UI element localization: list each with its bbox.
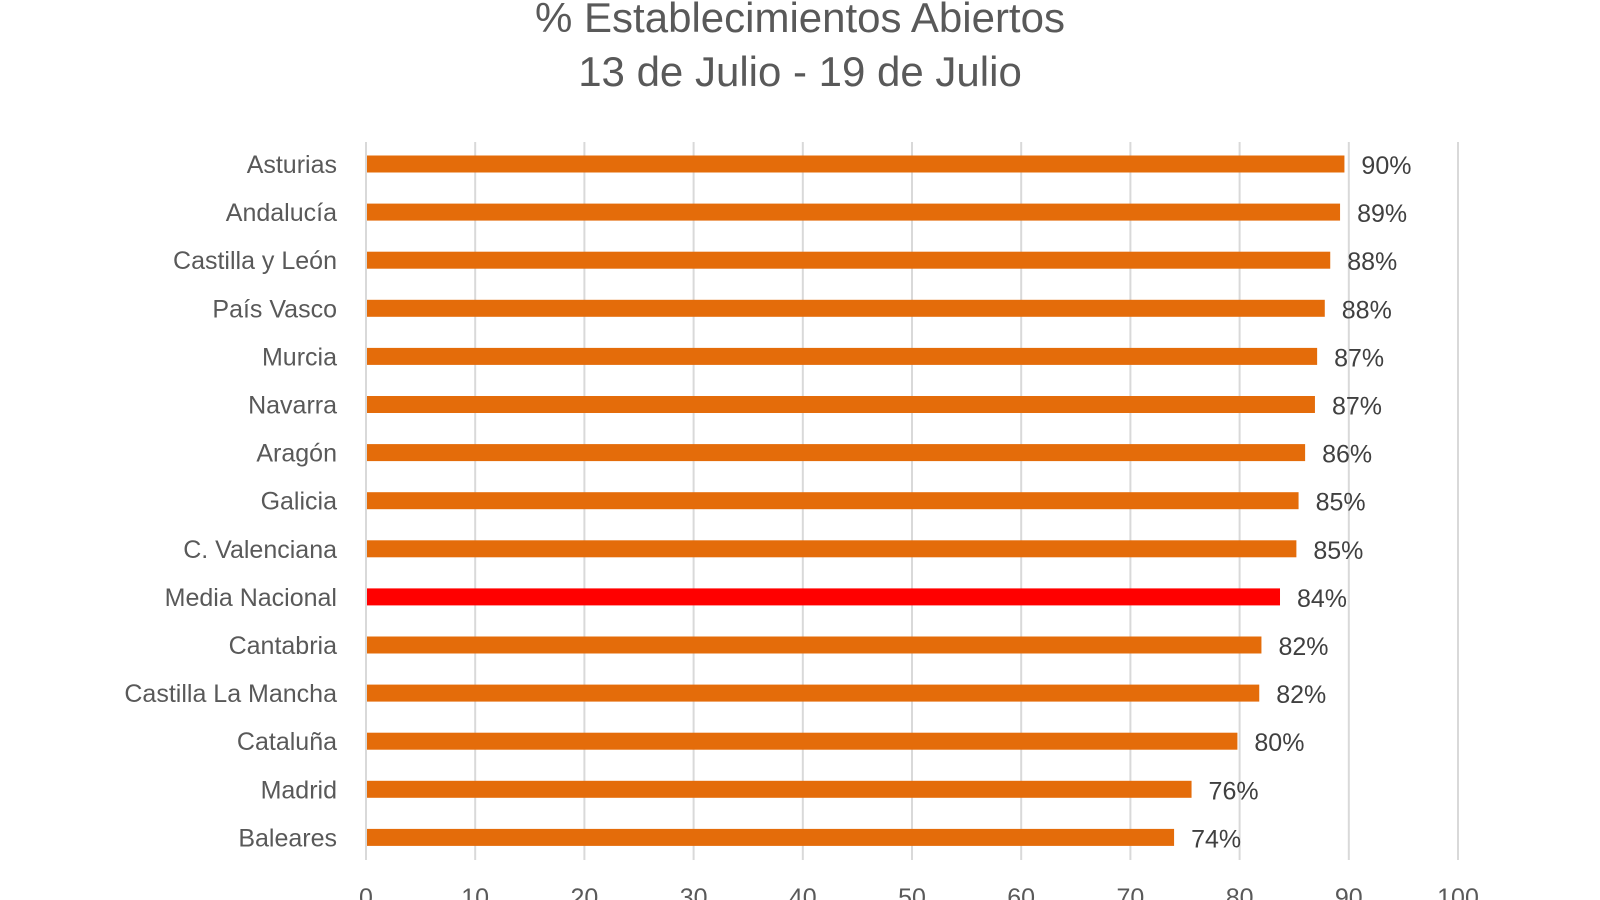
data-label: 88% (1347, 248, 1397, 276)
category-label: Madrid (261, 776, 337, 804)
bar-castilla-y-le-n (367, 251, 1331, 269)
bar-andaluc-a (367, 203, 1341, 221)
bar-c-valenciana (367, 540, 1297, 558)
category-label: Andalucía (226, 199, 337, 227)
data-label: 84% (1297, 585, 1347, 613)
data-label: 85% (1316, 489, 1366, 517)
x-tick-label-0: 0 (359, 884, 373, 900)
data-label: 89% (1357, 200, 1407, 228)
bar-castilla-la-mancha (367, 684, 1260, 702)
data-label: 80% (1254, 729, 1304, 757)
labels: Asturias 90% Andalucía 89% Castilla y León 88… (124, 151, 1411, 853)
data-label: 74% (1191, 825, 1241, 853)
bar-catalu-a (367, 732, 1238, 750)
x-tick-label-40: 40 (789, 884, 817, 900)
data-label: 76% (1209, 777, 1259, 805)
x-tick-label-60: 60 (1007, 884, 1035, 900)
data-label: 86% (1322, 441, 1372, 469)
bar-cantabria (367, 636, 1262, 654)
data-label: 88% (1342, 296, 1392, 324)
category-label: Navarra (248, 392, 337, 420)
category-label: Castilla La Mancha (124, 680, 337, 708)
x-tick-label-20: 20 (570, 884, 598, 900)
x-tick-label-30: 30 (680, 884, 708, 900)
x-tick-label-90: 90 (1335, 884, 1363, 900)
data-label: 90% (1361, 152, 1411, 180)
category-label: C. Valenciana (183, 536, 337, 564)
category-label: Media Nacional (165, 584, 337, 612)
category-label: Cantabria (229, 632, 337, 660)
x-tick-label-100: 100 (1437, 884, 1479, 900)
bar-madrid (367, 780, 1192, 798)
category-label: Murcia (262, 343, 337, 371)
bars (367, 155, 1345, 846)
x-tick-label-70: 70 (1116, 884, 1144, 900)
bar-arag-n (367, 444, 1306, 462)
bar-galicia (367, 492, 1299, 510)
bar-media-nacional (367, 588, 1281, 606)
category-label: Baleares (238, 824, 337, 852)
data-label: 82% (1278, 633, 1328, 661)
category-label: Asturias (247, 151, 337, 179)
x-tick-label-50: 50 (898, 884, 926, 900)
bar-asturias (367, 155, 1345, 173)
data-label: 87% (1334, 344, 1384, 372)
bar-pa-s-vasco (367, 299, 1325, 317)
data-label: 82% (1276, 681, 1326, 709)
category-label: País Vasco (212, 295, 337, 323)
category-label: Cataluña (237, 728, 337, 756)
chart-title: % Establecimientos Abiertos (535, 0, 1065, 41)
x-tick-label-10: 10 (461, 884, 489, 900)
x-tick-label-80: 80 (1226, 884, 1254, 900)
data-label: 87% (1332, 393, 1382, 421)
bar-baleares (367, 828, 1175, 846)
category-label: Castilla y León (173, 247, 337, 275)
category-label: Aragón (256, 440, 337, 468)
x-axis-ticks: 0 10 20 30 40 50 60 70 80 90 100 (359, 884, 1479, 900)
category-label: Galicia (261, 488, 338, 516)
bar-murcia (367, 347, 1318, 365)
bar-navarra (367, 396, 1315, 413)
chart-subtitle: 13 de Julio - 19 de Julio (578, 48, 1022, 95)
data-label: 85% (1313, 537, 1363, 565)
